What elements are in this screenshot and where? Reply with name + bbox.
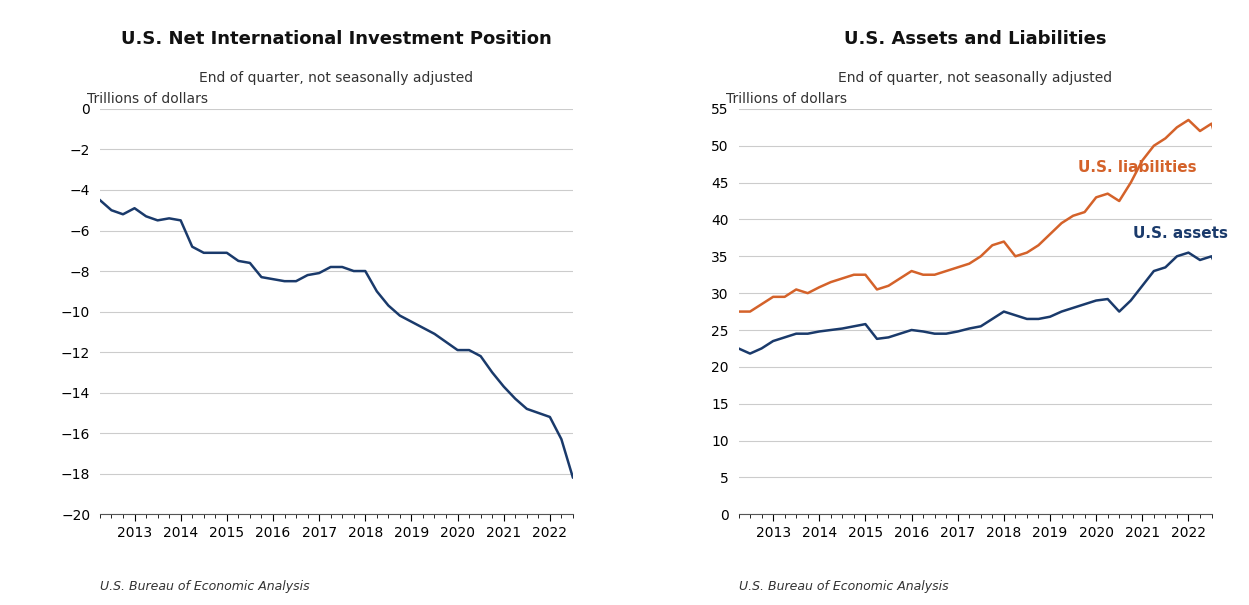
Text: Trillions of dollars: Trillions of dollars <box>87 92 209 106</box>
Text: U.S. Assets and Liabilities: U.S. Assets and Liabilities <box>844 30 1107 48</box>
Text: End of quarter, not seasonally adjusted: End of quarter, not seasonally adjusted <box>838 71 1112 85</box>
Text: Trillions of dollars: Trillions of dollars <box>726 92 847 106</box>
Text: U.S. liabilities: U.S. liabilities <box>1078 160 1197 175</box>
Text: U.S. Bureau of Economic Analysis: U.S. Bureau of Economic Analysis <box>100 580 310 593</box>
Text: U.S. Net International Investment Position: U.S. Net International Investment Positi… <box>121 30 552 48</box>
Text: U.S. assets: U.S. assets <box>1133 226 1228 241</box>
Text: U.S. Bureau of Economic Analysis: U.S. Bureau of Economic Analysis <box>738 580 948 593</box>
Text: End of quarter, not seasonally adjusted: End of quarter, not seasonally adjusted <box>200 71 473 85</box>
